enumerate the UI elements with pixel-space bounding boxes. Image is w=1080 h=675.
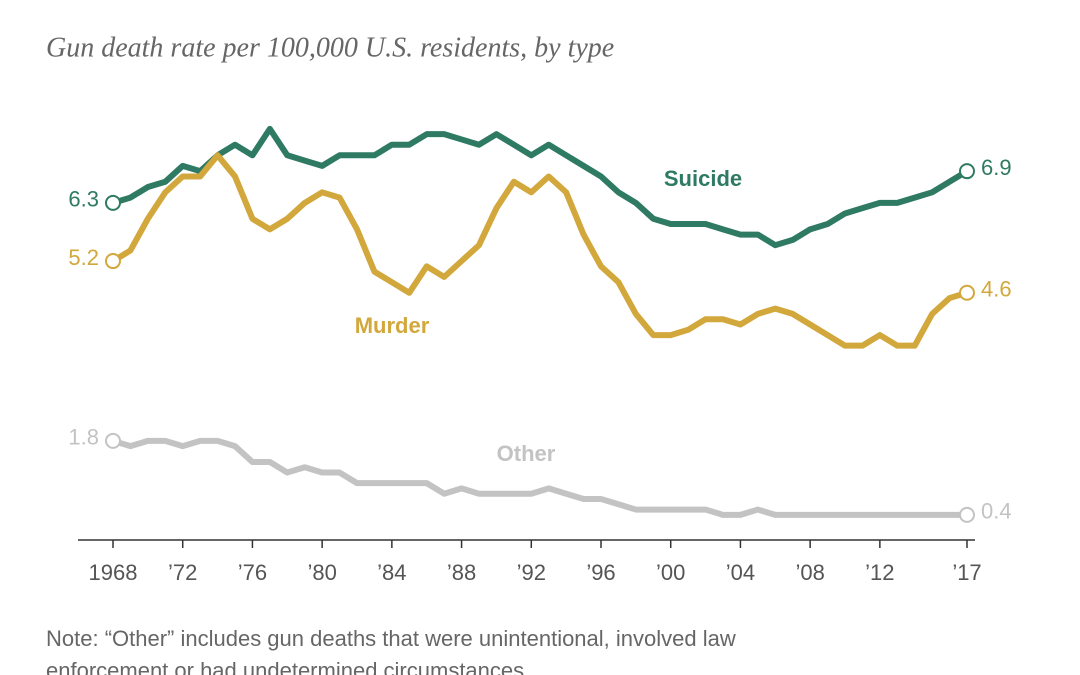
- x-tick-label: ’96: [586, 560, 615, 585]
- x-tick-label: ’04: [726, 560, 755, 585]
- x-tick-label: ’17: [952, 560, 981, 585]
- series-label: Murder: [355, 313, 430, 338]
- x-tick-label: ’00: [656, 560, 685, 585]
- series-label: Other: [497, 441, 556, 466]
- x-tick-label: ’76: [238, 560, 267, 585]
- x-tick-label: ’88: [447, 560, 476, 585]
- end-label: 6.9: [981, 155, 1012, 180]
- end-label: 1.8: [68, 425, 99, 450]
- series-line: [112, 437, 967, 518]
- end-point: [959, 506, 975, 523]
- end-point: [105, 253, 121, 270]
- end-point: [105, 432, 121, 449]
- chart-subtitle: Gun death rate per 100,000 U.S. resident…: [46, 32, 614, 63]
- series-line: [112, 125, 969, 249]
- series-label: Suicide: [664, 166, 742, 191]
- series-line: [111, 152, 968, 349]
- end-label: 6.3: [68, 187, 99, 212]
- note-line: Note: “Other” includes gun deaths that w…: [46, 626, 736, 651]
- end-label: 5.2: [68, 245, 99, 270]
- x-tick-label: ’08: [795, 560, 824, 585]
- x-tick-label: 1968: [89, 560, 138, 585]
- x-tick-label: ’84: [377, 560, 406, 585]
- end-point: [959, 284, 975, 301]
- x-tick-label: ’92: [517, 560, 546, 585]
- note-line: enforcement or had undetermined circumst…: [46, 658, 530, 675]
- end-point: [959, 163, 975, 180]
- x-tick-label: ’12: [865, 560, 894, 585]
- x-tick-label: ’80: [307, 560, 336, 585]
- x-tick-label: ’72: [168, 560, 197, 585]
- end-label: 0.4: [981, 499, 1012, 524]
- end-point: [105, 194, 121, 211]
- end-label: 4.6: [981, 277, 1012, 302]
